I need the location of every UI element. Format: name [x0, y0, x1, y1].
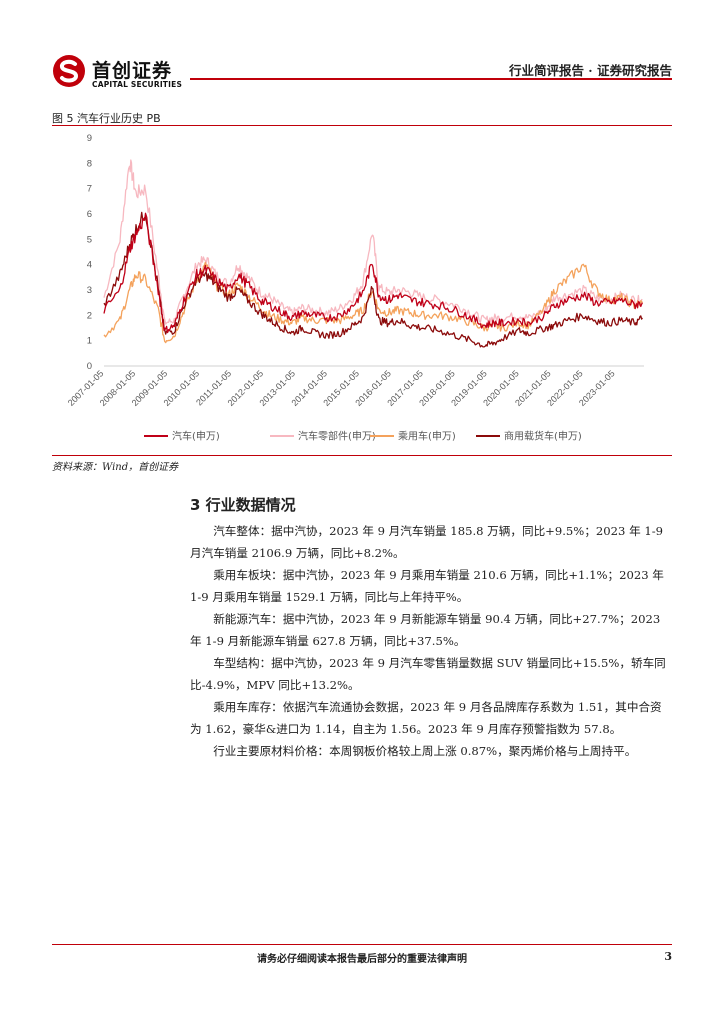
pb-line-chart: 01234567892007-01-052008-01-052009-01-05…	[66, 133, 644, 443]
header-rule	[190, 78, 672, 80]
paragraph-auto-overall: 汽车整体：据中汽协，2023 年 9 月汽车销量 185.8 万辆，同比+9.5…	[190, 524, 664, 560]
figure-caption: 图 5 汽车行业历史 PB	[52, 112, 161, 125]
series-line	[103, 261, 643, 344]
paragraph-nev: 新能源汽车：据中汽协，2023 年 9 月新能源车销量 90.4 万辆，同比+2…	[190, 612, 661, 648]
paragraph-raw-materials: 行业主要原材料价格：本周钢板价格较上周上涨 0.87%，聚丙烯价格与上周持平。	[213, 744, 637, 758]
legend-label: 汽车零部件(申万)	[298, 430, 376, 443]
capital-securities-logo-icon	[53, 55, 85, 87]
page-number: 3	[664, 950, 672, 963]
figure-source: 资料来源：Wind，首创证券	[52, 462, 179, 473]
footer-rule	[52, 944, 672, 945]
series-line	[103, 211, 643, 348]
report-type: 行业简评报告 · 证券研究报告	[508, 63, 672, 78]
y-tick-label: 7	[87, 184, 92, 195]
paragraph-model-structure: 车型结构：据中汽协，2023 年 9 月汽车零售销量数据 SUV 销量同比+15…	[190, 656, 666, 692]
legend-label: 乘用车(申万)	[398, 430, 456, 443]
section-title: 3 行业数据情况	[190, 496, 296, 514]
paragraph-passenger: 乘用车板块：据中汽协，2023 年 9 月乘用车销量 210.6 万辆，同比+1…	[190, 568, 664, 604]
y-tick-label: 6	[87, 209, 92, 220]
y-tick-label: 0	[87, 361, 92, 372]
brand-logo: 首创证券 CAPITAL SECURITIES	[52, 54, 192, 90]
brand-name-cn: 首创证券	[92, 60, 173, 82]
y-tick-label: 5	[87, 234, 92, 245]
y-tick-label: 2	[87, 310, 92, 321]
legend-label: 商用载货车(申万)	[504, 430, 582, 443]
y-tick-label: 4	[87, 260, 92, 271]
brand-name-en: CAPITAL SECURITIES	[92, 80, 183, 89]
figure-bottom-rule	[52, 455, 672, 456]
y-tick-label: 9	[87, 133, 92, 144]
legal-notice: 请务必仔细阅读本报告最后部分的重要法律声明	[257, 954, 467, 965]
legend-label: 汽车(申万)	[172, 430, 220, 443]
series-line	[103, 159, 643, 325]
y-tick-label: 3	[87, 285, 92, 296]
paragraph-inventory: 乘用车库存：依据汽车流通协会数据，2023 年 9 月各品牌库存系数为 1.51…	[190, 700, 662, 736]
y-tick-label: 8	[87, 158, 92, 169]
y-tick-label: 1	[87, 336, 92, 347]
series-line	[103, 212, 643, 334]
figure-top-rule	[52, 125, 672, 126]
